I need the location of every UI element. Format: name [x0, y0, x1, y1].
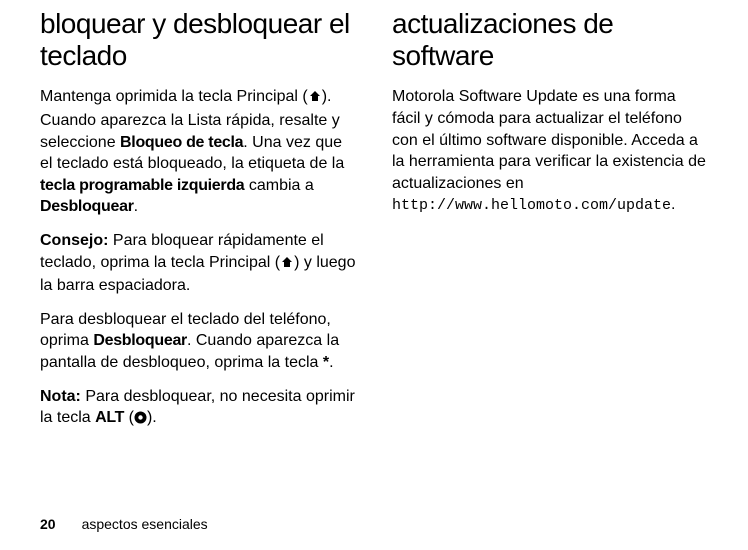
paragraph-hold-key: Mantenga oprimida la tecla Principal ().… [40, 86, 356, 218]
text-fragment: Motorola Software Update es una forma fá… [392, 88, 706, 191]
bold-left-softkey: tecla programable izquierda [40, 177, 244, 194]
label-consejo: Consejo: [40, 232, 108, 249]
home-icon [280, 254, 294, 276]
page-footer: 20 aspectos esenciales [40, 516, 208, 532]
text-fragment: ). [147, 409, 157, 426]
paragraph-unlock: Para desbloquear el teclado del teléfono… [40, 309, 356, 374]
paragraph-tip: Consejo: Para bloquear rápidamente el te… [40, 230, 356, 297]
document-page: bloquear y desbloquear el teclado Manten… [0, 0, 748, 550]
bold-unlock: Desbloquear [40, 198, 134, 215]
left-column: bloquear y desbloquear el teclado Manten… [40, 8, 356, 443]
label-nota: Nota: [40, 388, 81, 405]
two-column-layout: bloquear y desbloquear el teclado Manten… [40, 8, 708, 443]
text-fragment: Mantenga oprimida la tecla Principal ( [40, 88, 308, 105]
bold-key-lock: Bloqueo de tecla [120, 134, 243, 151]
right-column: actualizaciones de software Motorola Sof… [392, 8, 708, 443]
text-fragment: ( [124, 409, 134, 426]
heading-lock-keyboard: bloquear y desbloquear el teclado [40, 8, 356, 72]
text-fragment: . [329, 354, 333, 371]
text-fragment: . [134, 198, 138, 215]
home-icon [308, 88, 322, 110]
heading-software-updates: actualizaciones de software [392, 8, 708, 72]
url-text: http://www.hellomoto.com/update [392, 197, 671, 214]
section-title: aspectos esenciales [82, 516, 208, 532]
paragraph-software-update: Motorola Software Update es una forma fá… [392, 86, 708, 216]
bold-alt: ALT [95, 409, 124, 426]
text-fragment: Para desbloquear, no necesita oprimir la… [40, 388, 355, 427]
text-fragment: . [671, 196, 675, 213]
bold-unlock: Desbloquear [93, 332, 187, 349]
alt-key-icon [134, 409, 147, 431]
paragraph-note: Nota: Para desbloquear, no necesita opri… [40, 386, 356, 431]
text-fragment: cambia a [244, 177, 313, 194]
page-number: 20 [40, 516, 56, 532]
